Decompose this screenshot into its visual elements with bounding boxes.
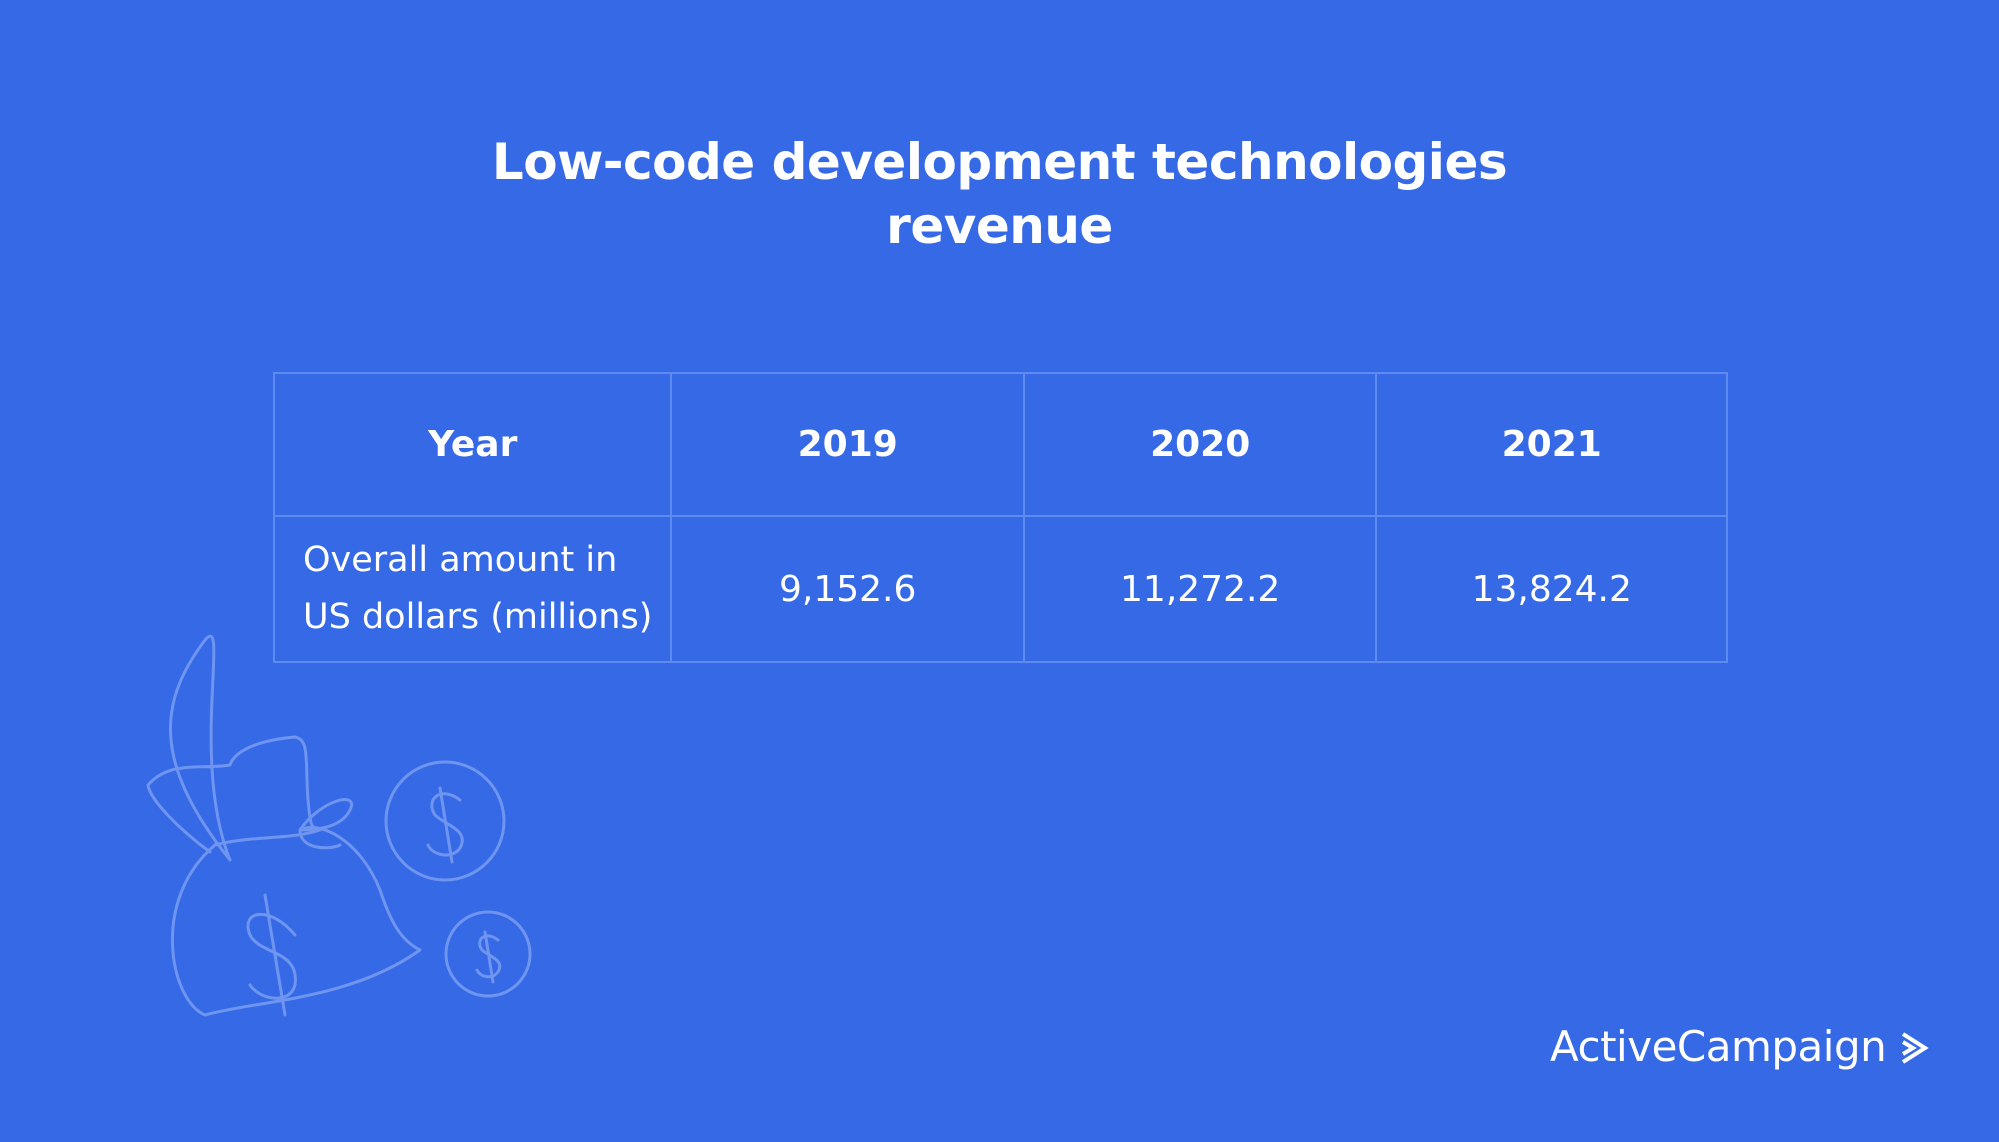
data-row: Overall amount in US dollars (millions) … [272,515,1728,663]
logo: ActiveCampaign [1550,1022,1929,1071]
logo-text: ActiveCampaign [1550,1022,1887,1071]
header-cell: Year [272,372,673,517]
cell: 11,272.2 [1022,515,1378,663]
cell: 9,152.6 [670,515,1025,663]
row-label: Overall amount in US dollars (millions) [272,515,673,663]
bag [171,826,422,1017]
revenue-table: Year 2019 2020 2021 Overall amount in US… [272,372,1728,663]
header-row: Year 2019 2020 2021 [272,372,1728,517]
cell: 13,824.2 [1375,515,1728,663]
header-cell: 2021 [1375,372,1728,517]
header-cell: 2019 [670,372,1025,517]
title-text: Low-code development technologies revenu… [491,133,1508,255]
title: Low-code development technologies revenu… [0,130,1999,258]
header-cell: 2020 [1022,372,1378,517]
logo-arrow [1902,1032,1929,1064]
